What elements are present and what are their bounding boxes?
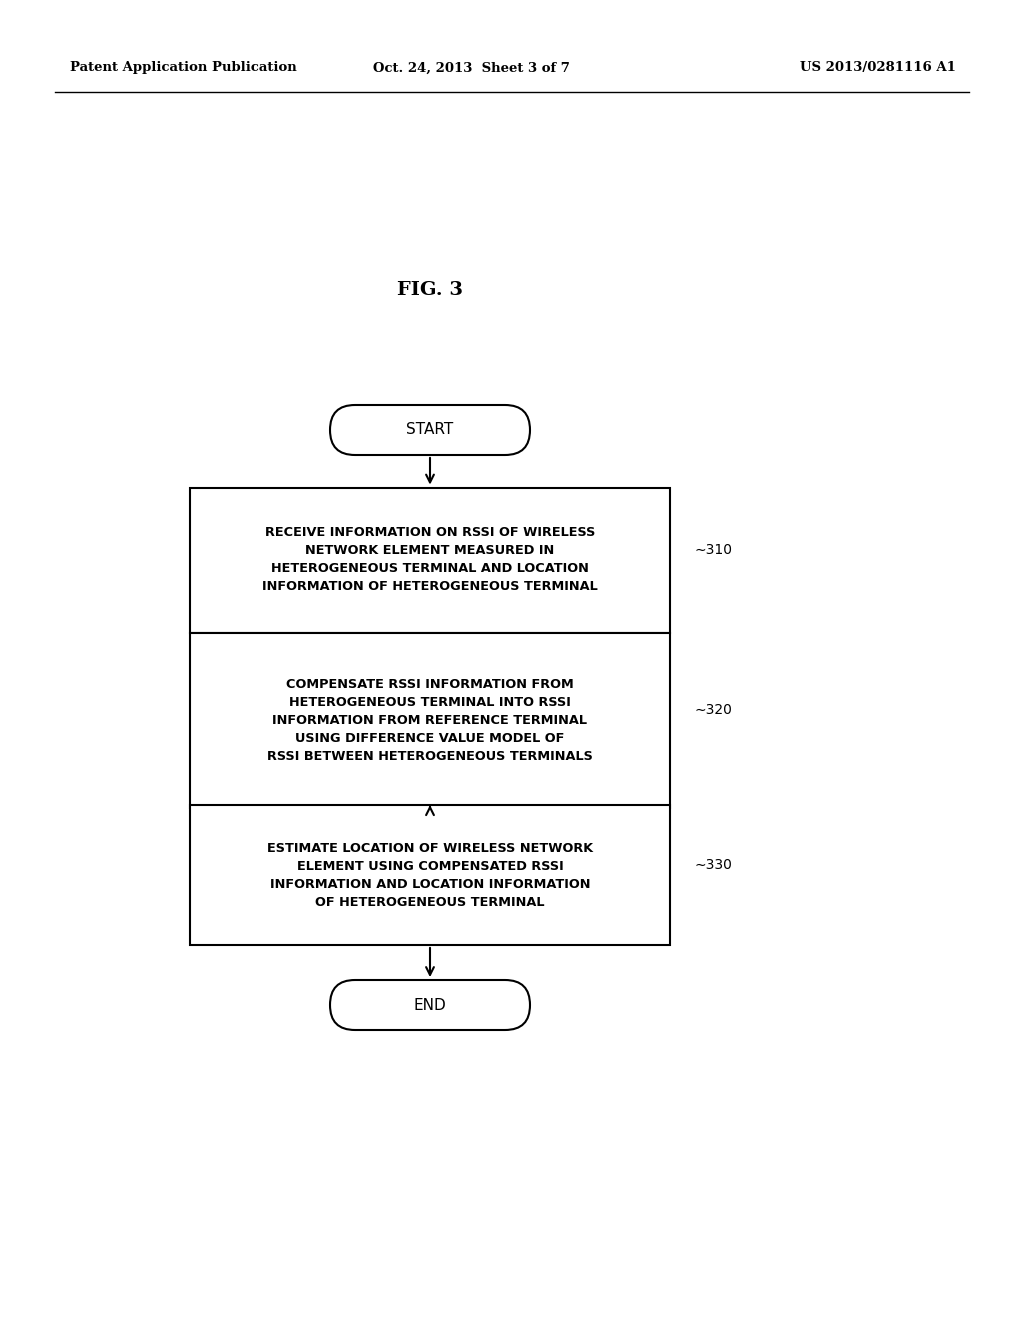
Text: ESTIMATE LOCATION OF WIRELESS NETWORK
ELEMENT USING COMPENSATED RSSI
INFORMATION: ESTIMATE LOCATION OF WIRELESS NETWORK EL…: [267, 842, 593, 908]
Text: END: END: [414, 998, 446, 1012]
Text: ∼310: ∼310: [695, 543, 733, 557]
Text: FIG. 3: FIG. 3: [397, 281, 463, 300]
Text: ∼330: ∼330: [695, 858, 733, 873]
Bar: [190, 805, 670, 945]
Text: US 2013/0281116 A1: US 2013/0281116 A1: [800, 62, 956, 74]
Text: COMPENSATE RSSI INFORMATION FROM
HETEROGENEOUS TERMINAL INTO RSSI
INFORMATION FR: COMPENSATE RSSI INFORMATION FROM HETEROG…: [267, 677, 593, 763]
Text: RECEIVE INFORMATION ON RSSI OF WIRELESS
NETWORK ELEMENT MEASURED IN
HETEROGENEOU: RECEIVE INFORMATION ON RSSI OF WIRELESS …: [262, 527, 598, 594]
Text: Oct. 24, 2013  Sheet 3 of 7: Oct. 24, 2013 Sheet 3 of 7: [373, 62, 569, 74]
FancyBboxPatch shape: [330, 979, 530, 1030]
Text: START: START: [407, 422, 454, 437]
Bar: [190, 632, 670, 808]
Text: Patent Application Publication: Patent Application Publication: [70, 62, 297, 74]
Bar: [190, 487, 670, 632]
Text: ∼320: ∼320: [695, 704, 733, 717]
FancyBboxPatch shape: [330, 405, 530, 455]
